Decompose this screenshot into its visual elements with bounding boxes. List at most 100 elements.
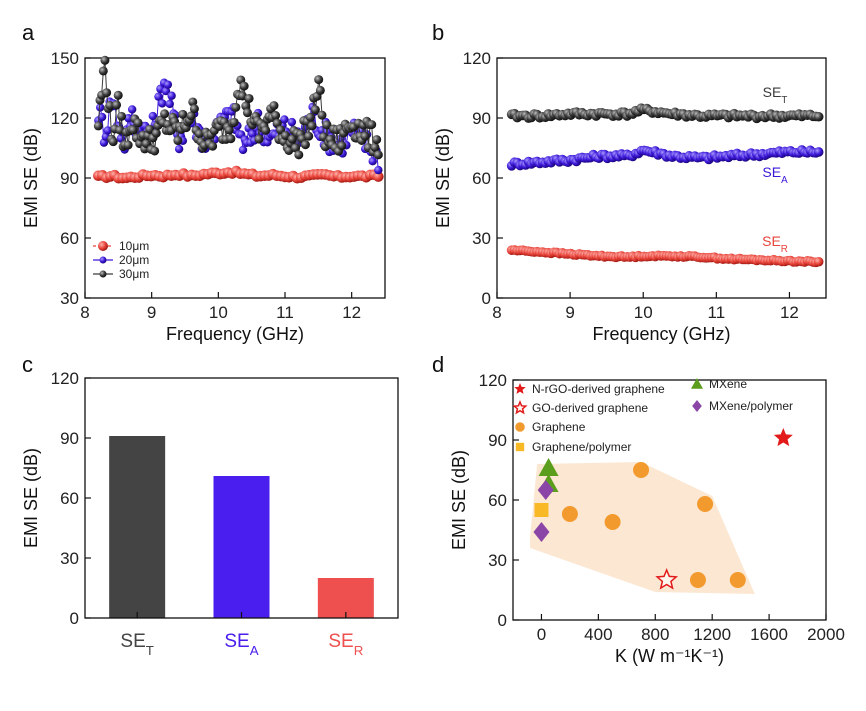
- data-point: [697, 496, 714, 512]
- legend-label: MXene: [709, 377, 747, 391]
- bar: [317, 578, 374, 618]
- series-annotation: SET: [763, 84, 788, 106]
- legend-label: Graphene/polymer: [532, 440, 631, 454]
- data-point: [322, 120, 332, 130]
- category-label: SEA: [224, 631, 258, 658]
- legend-label: GO-derived graphene: [532, 401, 648, 415]
- data-point: [307, 121, 317, 131]
- y-tick-label: 120: [51, 109, 79, 128]
- legend-label: N-rGO-derived graphene: [532, 382, 665, 396]
- legend-label: 30μm: [119, 267, 149, 281]
- data-point: [93, 121, 103, 131]
- data-point: [163, 80, 173, 89]
- x-tick-label: 800: [641, 625, 669, 644]
- y-tick-label: 150: [51, 49, 79, 68]
- data-point: [100, 55, 110, 65]
- y-tick-label: 120: [463, 49, 491, 68]
- data-point: [133, 118, 143, 128]
- panel-letter-d: d: [432, 352, 444, 377]
- data-point: [813, 256, 824, 267]
- y-axis-title: EMI SE (dB): [21, 448, 41, 548]
- x-axis-title: Frequency (GHz): [592, 324, 730, 344]
- data-point: [242, 108, 252, 118]
- data-point: [254, 134, 264, 144]
- x-axis-title: Frequency (GHz): [166, 324, 304, 344]
- data-point: [360, 131, 370, 141]
- data-point: [304, 131, 314, 141]
- data-point: [178, 109, 188, 119]
- panel-c-chart: 0 30 60 90 120 EMI SE (dB) SET SEA SER: [21, 369, 399, 658]
- data-point: [123, 140, 133, 150]
- y-tick-label: 60: [60, 229, 79, 248]
- y-tick-label: 30: [60, 289, 79, 308]
- legend-marker: [99, 270, 107, 278]
- data-point: [317, 110, 327, 120]
- y-axis-title: EMI SE (dB): [449, 450, 469, 550]
- data-point: [113, 90, 123, 100]
- data-point: [537, 480, 554, 500]
- data-point: [97, 112, 107, 122]
- x-tick-label: 10: [209, 303, 228, 322]
- data-point: [117, 111, 127, 121]
- panel-letter-c: c: [22, 352, 33, 377]
- x-tick-label: 10: [634, 303, 653, 322]
- data-point: [261, 125, 271, 135]
- data-point: [208, 141, 218, 151]
- data-point: [150, 146, 160, 156]
- data-point: [238, 145, 248, 155]
- data-point: [633, 462, 650, 478]
- legend-marker: [514, 383, 526, 394]
- legend-label: MXene/polymer: [709, 399, 793, 413]
- data-point: [370, 142, 380, 152]
- y-axis-title: EMI SE (dB): [21, 128, 41, 228]
- data-point: [160, 109, 170, 119]
- data-point: [188, 97, 198, 107]
- legend-marker: [692, 400, 702, 412]
- x-axis-title: K (W m⁻¹K⁻¹): [615, 646, 724, 666]
- panel-a-chart: 30 60 90 120 150 8 9 10 11 12 EMI SE (dB) Frequency…: [21, 49, 386, 344]
- data-point: [239, 81, 249, 91]
- data-point: [655, 568, 679, 590]
- data-point: [229, 117, 239, 127]
- data-point: [368, 157, 377, 166]
- data-point: [105, 101, 115, 111]
- data-point: [112, 100, 122, 110]
- data-point: [151, 128, 161, 138]
- data-point: [813, 111, 824, 122]
- data-point: [96, 103, 105, 112]
- x-tick-label: 0: [537, 625, 546, 644]
- series-annotation: SEA: [762, 164, 788, 186]
- legend-marker: [99, 256, 107, 264]
- data-point: [729, 572, 746, 588]
- y-axis-title: EMI SE (dB): [433, 128, 453, 228]
- data-point: [280, 115, 289, 124]
- x-tick-label: 400: [584, 625, 612, 644]
- data-point: [367, 120, 377, 130]
- legend-label: Graphene: [532, 420, 586, 434]
- data-point: [813, 147, 824, 157]
- data-point: [186, 111, 196, 121]
- data-point: [337, 141, 347, 151]
- data-point: [103, 126, 112, 135]
- x-tick-label: 1200: [693, 625, 731, 644]
- y-tick-label: 0: [482, 289, 491, 308]
- panel-b-chart: 0 30 60 90 120 8 9 10 11 12 EMI SE (dB) Frequency (…: [433, 49, 827, 344]
- x-tick-label: 11: [708, 303, 726, 322]
- data-point: [161, 86, 171, 96]
- category-label: SER: [328, 631, 363, 658]
- data-point: [287, 117, 297, 127]
- data-point: [158, 99, 167, 108]
- y-tick-label: 30: [488, 551, 507, 570]
- y-tick-label: 30: [60, 549, 79, 568]
- data-point: [108, 137, 118, 147]
- data-point: [127, 105, 137, 114]
- data-point: [165, 99, 174, 109]
- data-point: [305, 112, 315, 122]
- y-tick-label: 90: [60, 169, 79, 188]
- legend-marker: [691, 378, 703, 389]
- y-tick-label: 0: [498, 611, 507, 630]
- data-point: [173, 136, 183, 146]
- legend-marker: [515, 422, 525, 432]
- data-point: [281, 131, 291, 141]
